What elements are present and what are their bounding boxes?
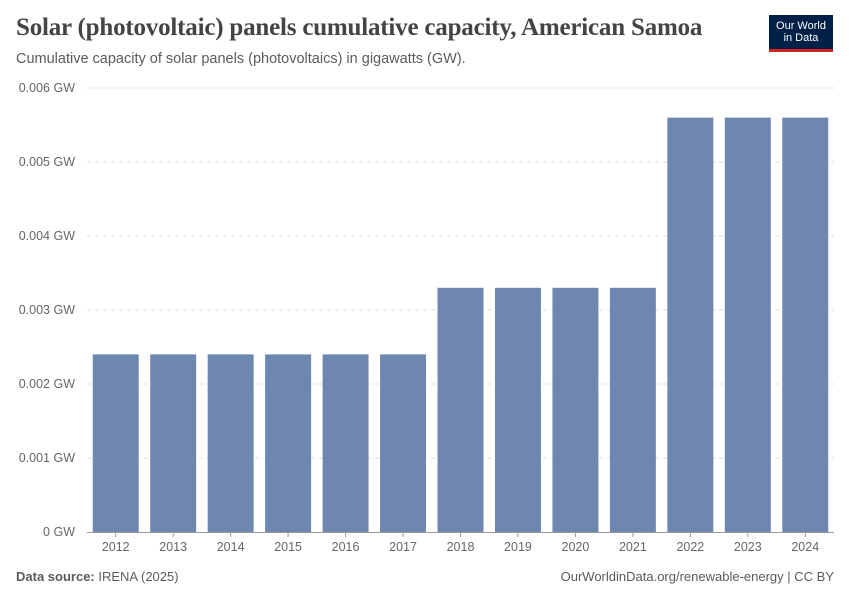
logo-line-2: in Data — [783, 32, 819, 44]
bar — [322, 354, 369, 532]
x-tick-label: 2022 — [676, 540, 704, 554]
y-tick-label: 0.004 GW — [19, 229, 75, 243]
bar — [437, 287, 484, 532]
x-tick-label: 2023 — [734, 540, 762, 554]
data-source-label: Data source: — [16, 569, 95, 584]
owid-logo[interactable]: Our World in Data — [769, 15, 833, 52]
y-tick-label: 0 GW — [43, 525, 75, 539]
bar — [667, 117, 714, 532]
y-tick-label: 0.005 GW — [19, 155, 75, 169]
bar — [609, 287, 656, 532]
x-tick-label: 2013 — [159, 540, 187, 554]
y-tick-label: 0.002 GW — [19, 377, 75, 391]
bar — [724, 117, 771, 532]
x-tick-label: 2020 — [562, 540, 590, 554]
bar — [782, 117, 829, 532]
x-tick-label: 2021 — [619, 540, 647, 554]
bar — [494, 287, 541, 532]
x-tick-label: 2019 — [504, 540, 532, 554]
chart-subtitle: Cumulative capacity of solar panels (pho… — [16, 51, 466, 67]
x-tick-label: 2024 — [791, 540, 819, 554]
y-tick-label: 0.001 GW — [19, 451, 75, 465]
y-tick-label: 0.003 GW — [19, 303, 75, 317]
logo-line-1: Our World — [776, 20, 826, 32]
chart-title: Solar (photovoltaic) panels cumulative c… — [16, 14, 703, 41]
bar — [552, 287, 599, 532]
x-tick-label: 2012 — [102, 540, 130, 554]
x-tick-label: 2015 — [274, 540, 302, 554]
bar — [380, 354, 427, 532]
credit-link[interactable]: OurWorldinData.org/renewable-energy | CC… — [560, 569, 834, 584]
data-source: Data source: IRENA (2025) — [16, 569, 179, 584]
x-tick-label: 2018 — [447, 540, 475, 554]
bar — [92, 354, 139, 532]
x-tick-label: 2017 — [389, 540, 417, 554]
x-tick-label: 2016 — [332, 540, 360, 554]
bar — [150, 354, 197, 532]
y-tick-label: 0.006 GW — [19, 81, 75, 95]
x-tick-label: 2014 — [217, 540, 245, 554]
bar — [207, 354, 254, 532]
data-source-link[interactable]: IRENA (2025) — [98, 569, 179, 584]
bar — [265, 354, 312, 532]
